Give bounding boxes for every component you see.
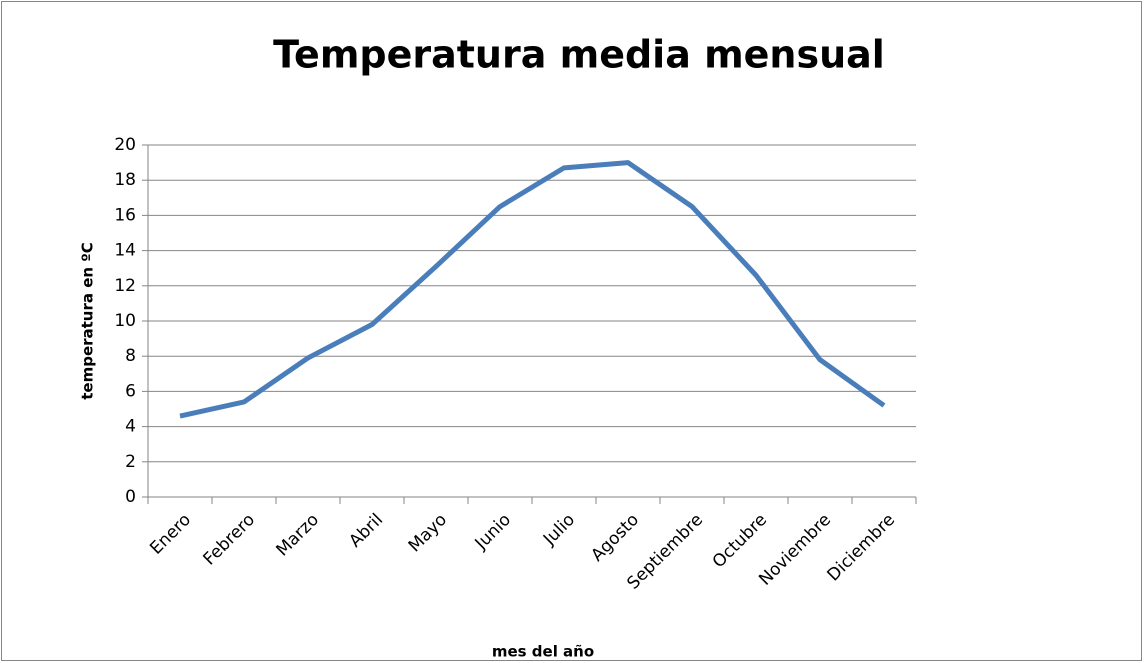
y-tick-label: 6 [125,381,136,401]
y-tick-label: 10 [114,311,136,331]
y-tick-label: 12 [114,276,136,296]
y-axis-label: temperatura en ºC [79,242,97,400]
y-tick-label: 14 [114,241,136,261]
y-tick-label: 4 [125,417,136,437]
y-tick-label: 2 [125,452,136,472]
y-tick-label: 8 [125,346,136,366]
x-axis-label: mes del año [492,643,594,661]
y-tick-label: 0 [125,487,136,507]
line-series [179,160,886,419]
y-tick-label: 18 [114,170,136,190]
y-tick-label: 20 [114,135,136,155]
chart-title: Temperatura media mensual [273,33,885,77]
y-tick-label: 16 [114,205,136,225]
